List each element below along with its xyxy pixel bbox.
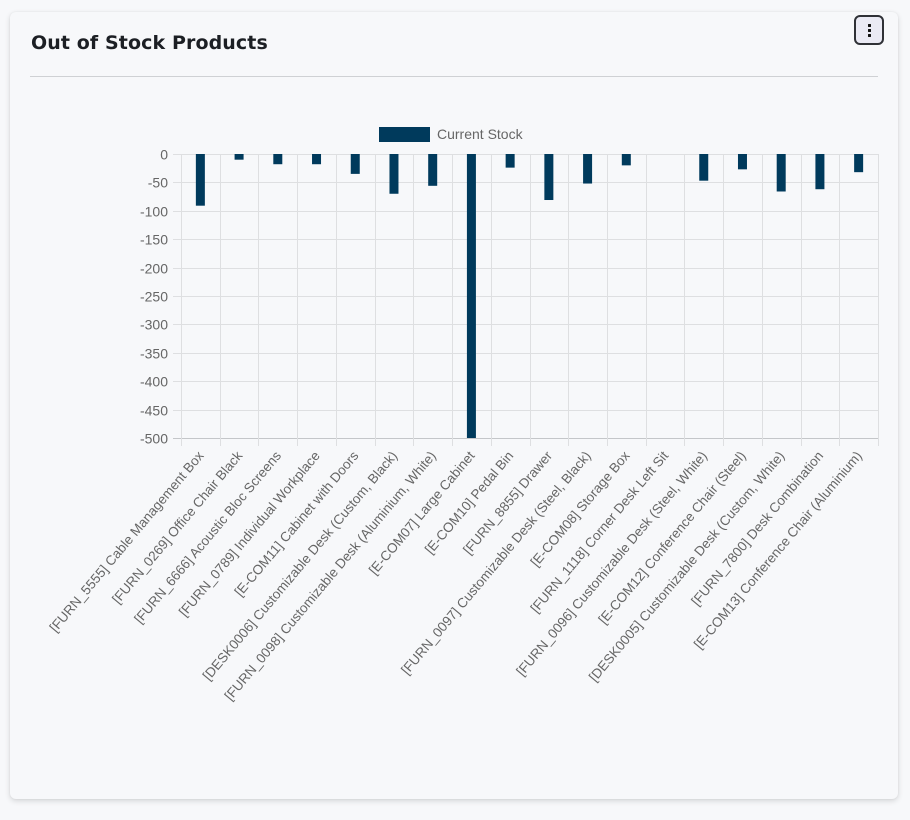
bar[interactable] [737,154,747,170]
bar[interactable] [815,154,825,190]
y-tick-label: -450 [140,403,168,419]
card-menu-button[interactable] [854,15,884,45]
out-of-stock-card: Out of Stock Products [10,12,898,799]
y-tick-label: -200 [140,261,168,277]
y-tick-label: -250 [140,289,168,305]
bar[interactable] [621,154,631,166]
bar[interactable] [389,154,399,194]
y-tick-label: -50 [148,175,168,191]
grid-lines [173,154,879,446]
bar[interactable] [234,154,244,160]
x-tick-label: [FURN_0789] Individual Workplace [176,448,323,619]
bar[interactable] [195,154,205,206]
card-title: Out of Stock Products [31,32,268,54]
bar[interactable] [273,154,283,165]
bar[interactable] [699,154,709,181]
legend-label[interactable]: Current Stock [437,126,524,142]
y-tick-label: -500 [140,431,168,447]
bar[interactable] [544,154,554,201]
bar[interactable] [505,154,515,168]
legend-swatch[interactable] [379,127,430,142]
y-axis-ticks: 0 -50 -100 -150 -200 -250 -300 -350 -400 -450 -500 [140,147,168,447]
y-tick-label: -100 [140,204,168,220]
bar[interactable] [776,154,786,192]
kebab-vertical-icon [867,23,871,37]
y-tick-label: -300 [140,317,168,333]
bars [195,154,864,438]
bar[interactable] [466,154,476,438]
bar[interactable] [428,154,438,186]
bar[interactable] [312,154,322,165]
y-tick-label: -350 [140,346,168,362]
y-tick-label: -150 [140,232,168,248]
bar[interactable] [583,154,593,184]
title-divider [30,76,878,77]
bar[interactable] [854,154,864,173]
y-tick-label: 0 [160,147,168,163]
legend[interactable]: Current Stock [379,126,524,142]
y-tick-label: -400 [140,374,168,390]
x-axis-labels: [FURN_5555] Cable Management Box[FURN_02… [47,448,865,703]
bar[interactable] [350,154,360,174]
